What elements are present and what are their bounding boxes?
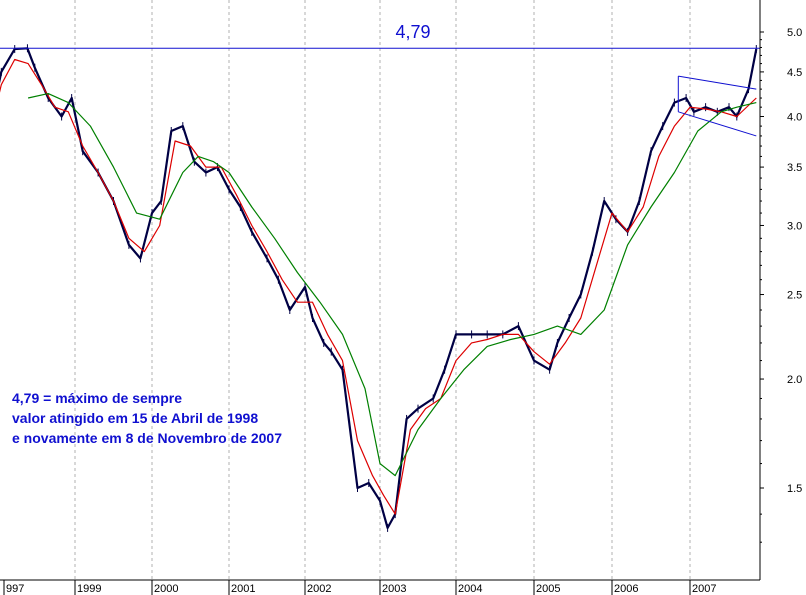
y-tick-label: 3.5	[787, 162, 802, 174]
short-ma-line	[0, 58, 757, 515]
annotation-line-1: 4,79 = máximo de sempre	[12, 390, 182, 406]
y-tick-label: 2.5	[787, 290, 802, 302]
channel-lower-line	[678, 111, 757, 137]
y-tick-label: 4.5	[787, 67, 802, 79]
x-tick-label: 2007	[692, 583, 716, 595]
x-tick-label: 2005	[536, 583, 560, 595]
y-tick-label: 5.0	[787, 27, 802, 39]
annotation-line-2: valor atingido em 15 de Abril de 1998	[12, 410, 258, 426]
x-tick-label: 2004	[458, 583, 482, 595]
x-tick-label: 2001	[231, 583, 255, 595]
x-tick-label: 2000	[154, 583, 178, 595]
y-tick-label: 1.5	[787, 483, 802, 495]
x-tick-label: 997	[6, 583, 24, 595]
x-tick-label: 2002	[307, 583, 331, 595]
y-axis-panel	[761, 0, 806, 595]
y-tick-label: 2.0	[787, 374, 802, 386]
x-tick-label: 2003	[382, 583, 406, 595]
annotation-line-3: e novamente em 8 de Novembro de 2007	[12, 430, 282, 446]
y-tick-label: 4.0	[787, 112, 802, 124]
text-layer: 4,79 4,79 = máximo de sempre valor ating…	[12, 22, 431, 446]
series-layer	[0, 44, 758, 532]
y-tick-label: 3.0	[787, 220, 802, 232]
long-ma-line	[27, 92, 757, 477]
x-tick-label: 2006	[614, 583, 638, 595]
peak-value-label: 4,79	[395, 22, 430, 42]
overlay-layer	[0, 47, 760, 137]
channel-upper-line	[678, 75, 757, 90]
x-tick-label: 1999	[77, 583, 101, 595]
